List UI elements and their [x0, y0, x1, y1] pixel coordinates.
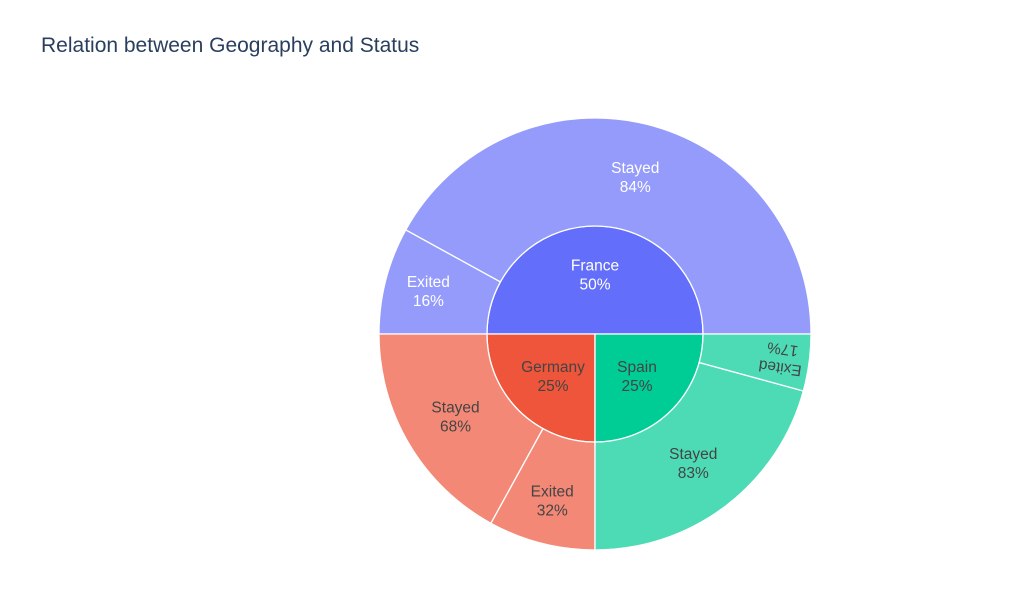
sunburst-chart: France 50%Stayed 84%Exited 16%Germany 25%Sta… [0, 0, 1036, 605]
chart-page: Relation between Geography and Status Fr… [0, 0, 1036, 605]
